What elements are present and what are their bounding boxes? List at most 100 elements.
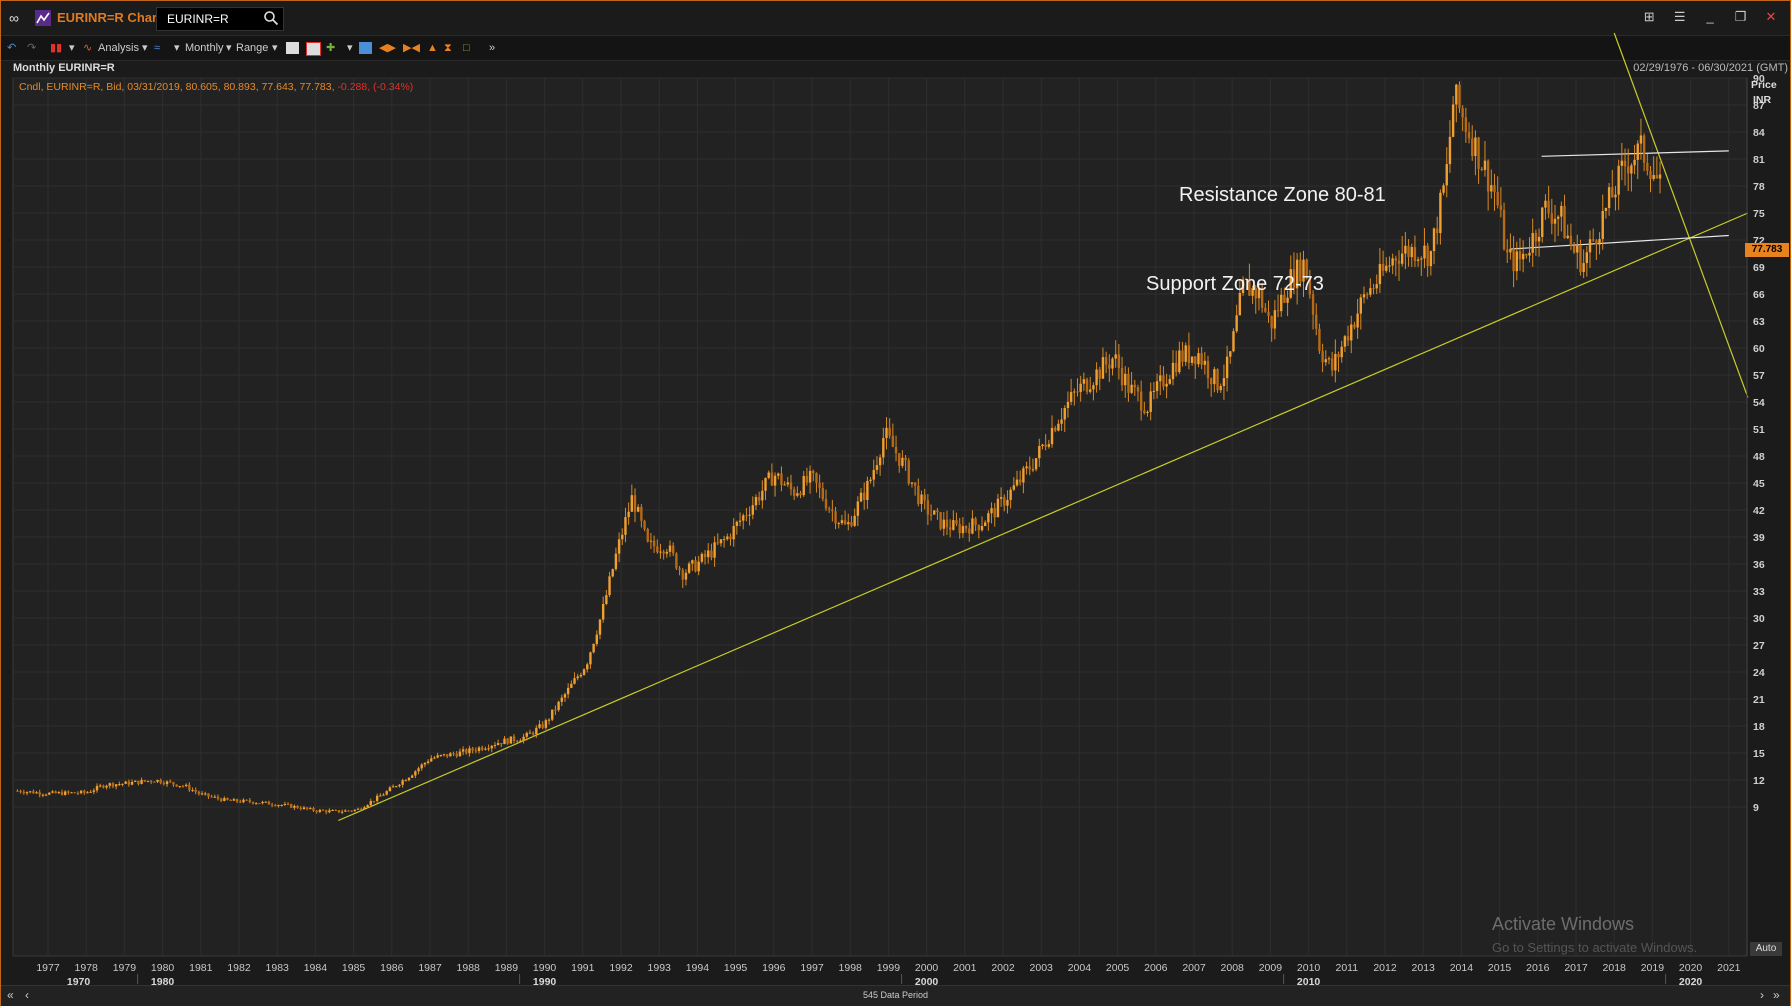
menu-icon[interactable]: ☰ xyxy=(1673,9,1686,24)
more-tools-icon[interactable]: » xyxy=(489,42,496,54)
hourglass-icon[interactable]: ⧗ xyxy=(444,42,452,54)
price-axis[interactable]: 9 12 15 18 21 24 27 30 33 36 39 42 45 48 51 54 57 60 63 66 6… xyxy=(1746,73,1765,956)
candle-body xyxy=(726,536,729,540)
scroll-right-icon[interactable]: › xyxy=(1760,988,1764,1002)
link-icon[interactable]: ∞ xyxy=(9,10,19,26)
candle-body xyxy=(1607,187,1611,208)
candle-body xyxy=(1362,294,1366,298)
candle-body xyxy=(1506,249,1509,253)
scroll-left-icon[interactable]: ‹ xyxy=(25,988,29,1002)
candle-body xyxy=(1576,245,1579,253)
candle-body xyxy=(63,791,67,795)
x-tick-label: 2017 xyxy=(1564,962,1588,974)
candle-body xyxy=(831,509,834,512)
candle-body xyxy=(1496,192,1499,206)
y-tick-label: 12 xyxy=(1753,775,1765,787)
y-tick-label: 30 xyxy=(1753,613,1765,625)
candle-body xyxy=(732,525,735,540)
symbol-input[interactable]: EURINR=R xyxy=(167,12,229,26)
chevron-down-icon[interactable]: ▾ xyxy=(142,42,148,54)
y-tick-label: 48 xyxy=(1753,451,1765,463)
undo-icon[interactable]: ↶ xyxy=(7,42,17,54)
candle-body xyxy=(1267,311,1270,316)
candle-body xyxy=(1130,384,1133,393)
candle-body xyxy=(541,724,544,728)
select-icon[interactable]: □ xyxy=(463,42,470,54)
y-tick-label: 36 xyxy=(1753,559,1765,571)
crosshair-icon[interactable]: ✚ xyxy=(326,42,336,54)
candle-body xyxy=(1569,235,1573,246)
minimize-button[interactable]: _ xyxy=(1706,9,1714,24)
scroll-first-icon[interactable]: « xyxy=(7,988,14,1002)
x-tick-label: 1978 xyxy=(75,962,99,974)
zoom-vertical-icon[interactable]: ▲ xyxy=(427,42,438,54)
candle-body xyxy=(1248,278,1251,296)
y-tick-label: 54 xyxy=(1753,397,1765,409)
analysis-menu[interactable]: Analysis xyxy=(98,42,139,54)
candle-body xyxy=(1149,391,1152,412)
candle-body xyxy=(512,736,516,741)
candle-body xyxy=(560,697,563,702)
zoom-in-icon[interactable]: ▶◀ xyxy=(403,42,420,54)
candle-body xyxy=(551,709,554,720)
candle-body xyxy=(1232,331,1235,352)
x-tick-label: 2009 xyxy=(1259,962,1283,974)
candle-body xyxy=(535,727,538,735)
candle-body xyxy=(808,470,812,483)
chevron-down-icon[interactable]: ▾ xyxy=(174,42,180,54)
candle-body xyxy=(1146,411,1149,413)
resistance-zone-label: Resistance Zone 80-81 xyxy=(1179,184,1386,206)
candle-body xyxy=(614,553,618,570)
candle-body xyxy=(843,520,847,525)
search-icon[interactable] xyxy=(263,10,279,26)
candle-body xyxy=(490,745,493,749)
candle-body xyxy=(1260,288,1264,308)
candle-body xyxy=(748,514,751,516)
candle-body xyxy=(1311,294,1315,315)
time-scrollbar[interactable]: « ‹ 545 Data Period › » xyxy=(1,985,1790,1006)
window-title: EURINR=R Chart xyxy=(57,10,162,25)
candle-body xyxy=(191,790,194,792)
x-tick-label: 1985 xyxy=(342,962,366,974)
chevron-down-icon[interactable]: ▾ xyxy=(272,42,278,54)
candle-body xyxy=(1436,228,1439,234)
candle-body xyxy=(754,497,758,506)
studies-icon[interactable]: ≈ xyxy=(154,42,161,54)
interval-menu[interactable]: Monthly xyxy=(185,42,224,54)
range-menu[interactable]: Range xyxy=(236,42,269,54)
candle-body xyxy=(461,749,465,752)
candle-body xyxy=(181,786,185,788)
layout-icon[interactable]: ⊞ xyxy=(1643,9,1655,24)
close-button[interactable]: ✕ xyxy=(1765,9,1777,24)
chevron-down-icon[interactable]: ▾ xyxy=(226,42,232,54)
chevron-down-icon[interactable]: ▾ xyxy=(347,42,353,54)
restore-button[interactable]: ❐ xyxy=(1734,9,1747,24)
candle-body xyxy=(547,719,551,721)
x-tick-label: 2021 xyxy=(1717,962,1741,974)
candle-body xyxy=(1502,210,1506,250)
redo-icon[interactable]: ↷ xyxy=(27,42,37,54)
candle-body xyxy=(1225,356,1229,379)
draw-tool-icon[interactable] xyxy=(306,42,321,56)
candle-body xyxy=(1601,211,1604,239)
zoom-horizontal-icon[interactable]: ◀▶ xyxy=(379,42,396,54)
fit-icon[interactable] xyxy=(359,42,372,54)
candle-body xyxy=(1060,419,1063,424)
chevron-down-icon[interactable]: ▾ xyxy=(69,42,75,54)
scroll-last-icon[interactable]: » xyxy=(1773,988,1780,1002)
draw-line-icon[interactable] xyxy=(286,42,299,54)
auto-scale-button[interactable]: Auto xyxy=(1750,942,1782,956)
analysis-icon[interactable]: ∿ xyxy=(83,42,93,54)
candle-body xyxy=(1041,444,1044,446)
candle-body xyxy=(888,427,891,436)
candle-type-icon[interactable]: ▮▮ xyxy=(50,42,63,54)
candle-body xyxy=(1627,166,1630,174)
candle-body xyxy=(573,678,576,684)
candle-body xyxy=(1490,185,1493,192)
candle-body xyxy=(780,473,783,486)
candle-body xyxy=(1617,165,1620,195)
symbol-search-box[interactable]: EURINR=R xyxy=(156,7,284,31)
candle-body xyxy=(334,810,337,812)
